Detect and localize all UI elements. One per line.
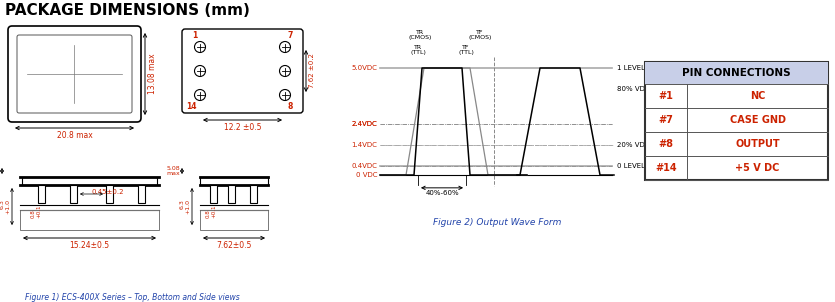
Text: OUTPUT: OUTPUT — [735, 139, 780, 149]
Text: 20.8 max: 20.8 max — [57, 131, 93, 140]
Text: 0.8
+0.1: 0.8 +0.1 — [31, 205, 42, 219]
Text: 7: 7 — [288, 31, 293, 40]
Bar — [70, 185, 77, 203]
Bar — [645, 62, 828, 180]
Text: 80% VDD: 80% VDD — [617, 86, 650, 92]
Text: #7: #7 — [659, 115, 674, 125]
Text: PIN CONNECTIONS: PIN CONNECTIONS — [682, 68, 791, 78]
Text: 0.8
+0.1: 0.8 +0.1 — [206, 205, 217, 219]
Text: 2.4VDC: 2.4VDC — [352, 120, 377, 127]
FancyBboxPatch shape — [182, 29, 303, 113]
Text: #8: #8 — [659, 139, 674, 149]
Text: Figure 2) Output Wave Form: Figure 2) Output Wave Form — [433, 218, 561, 227]
Bar — [200, 177, 268, 185]
Text: 7.62 ±0.2: 7.62 ±0.2 — [309, 53, 315, 88]
Text: 40%-60%: 40%-60% — [425, 190, 458, 196]
Text: PACKAGE DIMENSIONS (mm): PACKAGE DIMENSIONS (mm) — [5, 3, 250, 18]
Text: NC: NC — [750, 91, 765, 101]
Text: 1 LEVEL: 1 LEVEL — [617, 65, 645, 71]
Text: TF
(TTL): TF (TTL) — [458, 45, 474, 55]
Text: 6.3
+1.0: 6.3 +1.0 — [0, 199, 10, 214]
Bar — [106, 185, 113, 203]
Text: 8: 8 — [288, 102, 293, 111]
Bar — [200, 210, 268, 230]
Text: 15.24±0.5: 15.24±0.5 — [69, 241, 109, 250]
Text: 13.08 max: 13.08 max — [148, 54, 157, 94]
Text: 6.3
+1.0: 6.3 +1.0 — [180, 199, 190, 214]
Bar — [228, 185, 235, 203]
Bar — [38, 185, 45, 203]
Text: CASE GND: CASE GND — [730, 115, 786, 125]
Text: TR
(CMOS): TR (CMOS) — [408, 30, 432, 40]
Text: #1: #1 — [659, 91, 674, 101]
Bar — [22, 177, 157, 185]
Text: +5 V DC: +5 V DC — [736, 163, 780, 173]
Text: 0.4VDC: 0.4VDC — [352, 163, 377, 169]
Text: 12.2 ±0.5: 12.2 ±0.5 — [224, 123, 261, 132]
Text: #14: #14 — [655, 163, 677, 173]
Text: 1.4VDC: 1.4VDC — [352, 142, 377, 148]
Bar — [20, 210, 159, 230]
Bar — [138, 185, 145, 203]
Text: 5.0VDC: 5.0VDC — [352, 65, 377, 71]
Bar — [645, 62, 828, 84]
Text: 20% VDD: 20% VDD — [617, 142, 650, 148]
Text: 1: 1 — [192, 31, 197, 40]
Text: 0 VDC: 0 VDC — [356, 172, 377, 178]
Bar — [250, 185, 257, 203]
Text: 14: 14 — [186, 102, 197, 111]
Text: 2.4VDC: 2.4VDC — [352, 120, 377, 127]
Bar — [210, 185, 217, 203]
Text: 0 LEVEL: 0 LEVEL — [617, 163, 645, 169]
Text: 0.45±0.2: 0.45±0.2 — [92, 189, 124, 195]
Text: 5.08
max: 5.08 max — [166, 165, 180, 176]
Text: Figure 1) ECS-400X Series – Top, Bottom and Side views: Figure 1) ECS-400X Series – Top, Bottom … — [25, 293, 240, 302]
FancyBboxPatch shape — [8, 26, 141, 122]
Text: 7.62±0.5: 7.62±0.5 — [216, 241, 251, 250]
Text: TR
(TTL): TR (TTL) — [410, 45, 426, 55]
Text: TF
(CMOS): TF (CMOS) — [468, 30, 492, 40]
